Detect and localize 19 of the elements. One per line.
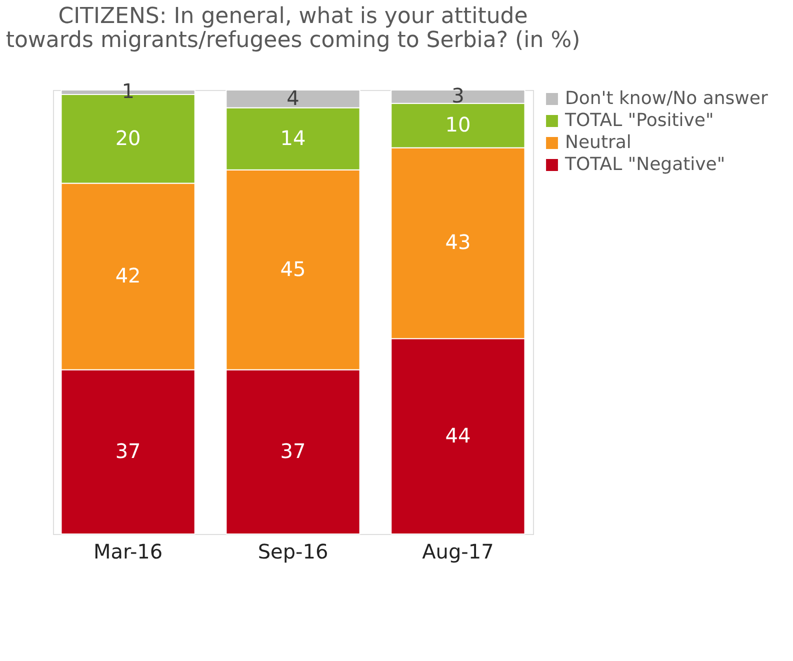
- data-label: 4: [286, 86, 300, 110]
- legend-label: Don't know/No answer: [565, 88, 768, 109]
- legend-label: TOTAL "Positive": [564, 110, 714, 131]
- data-label: 10: [445, 112, 471, 137]
- data-label: 37: [280, 438, 306, 463]
- legend-label: TOTAL "Negative": [564, 154, 726, 175]
- data-label: 45: [280, 256, 306, 281]
- data-label: 43: [445, 230, 471, 254]
- x-tick-label: Aug-17: [422, 540, 494, 564]
- x-tick-label: Mar-16: [93, 540, 163, 564]
- x-tick-label: Sep-16: [258, 540, 328, 564]
- data-label: 20: [115, 126, 141, 150]
- data-label: 42: [115, 263, 141, 288]
- data-label: 44: [445, 423, 471, 448]
- legend-label: Neutral: [565, 132, 632, 153]
- data-label: 14: [280, 126, 306, 150]
- data-label: 3: [452, 84, 464, 108]
- data-label: 37: [115, 438, 141, 463]
- chart-title: CITIZENS: In general, what is your attitude towards migrants/refugees coming to Serbia? (in %): [6, 4, 580, 54]
